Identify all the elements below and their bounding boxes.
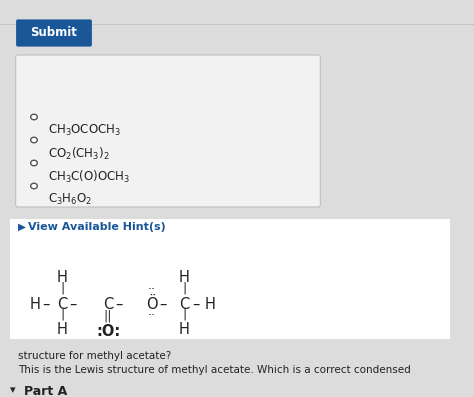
FancyBboxPatch shape bbox=[10, 219, 450, 339]
Text: View Available Hint(s): View Available Hint(s) bbox=[28, 222, 166, 232]
Text: |: | bbox=[182, 282, 186, 295]
Text: ··: ·· bbox=[148, 283, 156, 296]
Circle shape bbox=[31, 137, 37, 143]
Text: ··: ·· bbox=[148, 309, 156, 322]
Text: H: H bbox=[29, 297, 40, 312]
Text: $\mathregular{C_3H_6O_2}$: $\mathregular{C_3H_6O_2}$ bbox=[48, 192, 92, 207]
Text: :O:: :O: bbox=[96, 324, 120, 339]
Text: |: | bbox=[182, 308, 186, 321]
Text: ||: || bbox=[104, 309, 112, 322]
Text: ▶: ▶ bbox=[18, 222, 26, 232]
Text: –: – bbox=[69, 297, 77, 312]
Text: H: H bbox=[205, 297, 216, 312]
Text: –: – bbox=[159, 297, 167, 312]
Text: |: | bbox=[60, 282, 64, 295]
FancyBboxPatch shape bbox=[16, 19, 92, 46]
Text: H: H bbox=[179, 270, 190, 285]
Text: ▾: ▾ bbox=[10, 385, 16, 395]
Text: Part A: Part A bbox=[24, 385, 67, 397]
Text: $\mathregular{CO_2(CH_3)_2}$: $\mathregular{CO_2(CH_3)_2}$ bbox=[48, 146, 109, 162]
Text: –: – bbox=[115, 297, 123, 312]
Text: This is the Lewis structure of methyl acetate. Which is a correct condensed: This is the Lewis structure of methyl ac… bbox=[18, 365, 411, 375]
Text: C: C bbox=[179, 297, 189, 312]
Text: H: H bbox=[56, 322, 67, 337]
Text: C: C bbox=[57, 297, 67, 312]
Text: Submit: Submit bbox=[30, 27, 77, 39]
FancyBboxPatch shape bbox=[16, 55, 320, 207]
Text: $\mathregular{CH_3OCOCH_3}$: $\mathregular{CH_3OCOCH_3}$ bbox=[48, 123, 121, 138]
Text: –: – bbox=[42, 297, 50, 312]
Text: $\mathregular{CH_3C(O)OCH_3}$: $\mathregular{CH_3C(O)OCH_3}$ bbox=[48, 169, 130, 185]
Circle shape bbox=[31, 160, 37, 166]
Text: structure for methyl acetate?: structure for methyl acetate? bbox=[18, 351, 171, 361]
Text: –: – bbox=[192, 297, 200, 312]
Text: H: H bbox=[179, 322, 190, 337]
Text: |: | bbox=[60, 308, 64, 321]
Circle shape bbox=[31, 183, 37, 189]
Text: Ö: Ö bbox=[146, 297, 158, 312]
Text: C: C bbox=[103, 297, 113, 312]
Text: H: H bbox=[56, 270, 67, 285]
Circle shape bbox=[31, 114, 37, 120]
